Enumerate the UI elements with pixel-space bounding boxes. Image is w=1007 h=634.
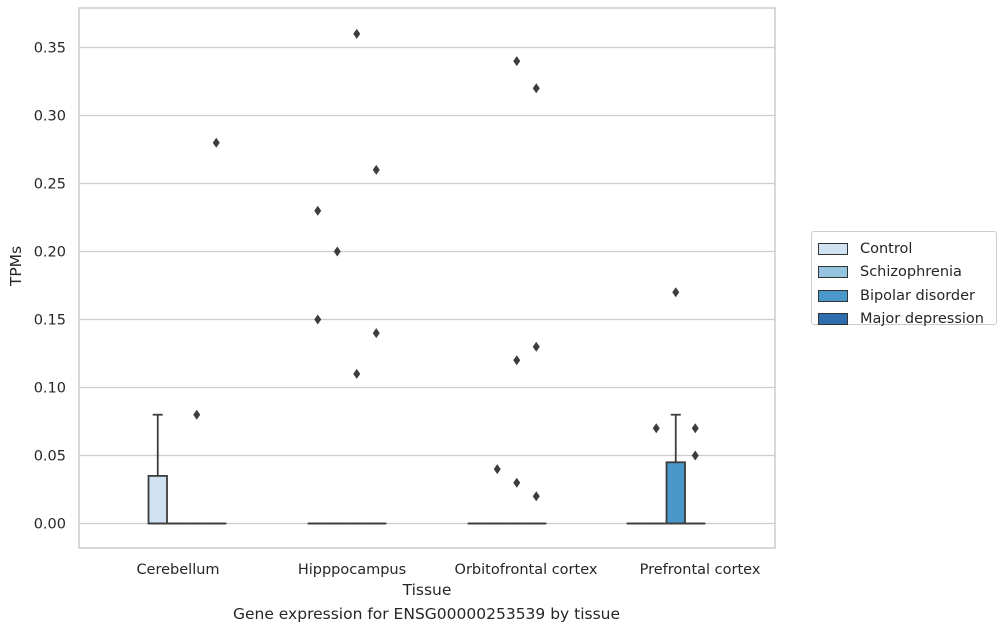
y-tick-label: 0.00 [34, 517, 66, 533]
y-axis-label: TPMs [7, 246, 25, 287]
outliers [193, 28, 699, 502]
legend-label-schizophrenia: Schizophrenia [860, 264, 962, 281]
outlier-point [372, 164, 380, 175]
outlier-point [353, 368, 361, 379]
legend-item-major-depression: Major depression [818, 308, 996, 332]
outlier-point [513, 355, 521, 366]
outlier-point [532, 83, 540, 94]
chart-title: Gene expression for ENSG00000253539 by t… [232, 605, 621, 623]
outlier-point [212, 137, 220, 148]
box-group [665, 413, 686, 525]
plot-frame [78, 7, 776, 549]
outlier-point [372, 328, 380, 339]
x-axis-label: Tissue [402, 581, 452, 599]
legend: Control Schizophrenia Bipolar disorder M… [811, 231, 997, 327]
outlier-point [314, 205, 322, 216]
legend-swatch-major-depression [818, 313, 848, 326]
x-tick-labels: Cerebellum Hipppocampus Orbitofrontal cort… [136, 562, 760, 578]
box-group [147, 413, 168, 525]
legend-label-control: Control [860, 240, 913, 257]
outlier-point [513, 477, 521, 488]
outlier-point [691, 423, 699, 434]
legend-swatch-bipolar-disorder [818, 289, 848, 302]
box [665, 461, 686, 525]
box [147, 474, 168, 525]
legend-swatch-control [818, 242, 848, 255]
legend-item-bipolar-disorder: Bipolar disorder [818, 284, 996, 308]
y-tick-label: 0.30 [34, 109, 66, 125]
outlier-point [314, 314, 322, 325]
x-tick-label: Orbitofrontal cortex [455, 562, 598, 578]
outlier-point [493, 464, 501, 475]
outlier-point [691, 450, 699, 461]
outlier-point [672, 287, 680, 298]
legend-label-major-depression: Major depression [860, 311, 984, 328]
legend-item-control: Control [818, 237, 996, 261]
outlier-point [532, 341, 540, 352]
outlier-point [333, 246, 341, 257]
x-tick-label: Prefrontal cortex [640, 562, 761, 578]
x-tick-label: Hipppocampus [298, 562, 406, 578]
legend-swatch-schizophrenia [818, 266, 848, 279]
y-tick-label: 0.20 [34, 245, 66, 261]
x-tick-label: Cerebellum [136, 562, 219, 578]
legend-label-bipolar-disorder: Bipolar disorder [860, 287, 975, 304]
gridlines [79, 46, 775, 525]
boxes [147, 413, 706, 525]
outlier-point [532, 491, 540, 502]
y-tick-label: 0.25 [34, 177, 66, 193]
legend-item-schizophrenia: Schizophrenia [818, 261, 996, 285]
y-tick-label: 0.05 [34, 449, 66, 465]
y-tick-label: 0.10 [34, 381, 66, 397]
outlier-point [193, 409, 201, 420]
y-tick-label: 0.35 [34, 41, 66, 57]
outlier-point [652, 423, 660, 434]
y-tick-labels: 0.00 0.05 0.10 0.15 0.20 0.25 0.30 0.35 [34, 41, 66, 533]
y-tick-label: 0.15 [34, 313, 66, 329]
outlier-point [513, 56, 521, 67]
outlier-point [353, 28, 361, 39]
